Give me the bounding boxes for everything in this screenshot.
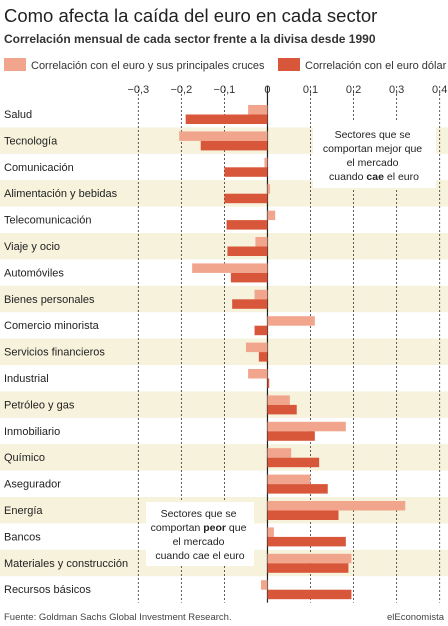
x-tick-label: 0,1 (303, 84, 318, 96)
x-tick-label: −0,2 (171, 84, 193, 96)
svg-text:Sectores que se comporta: Sectores que se comportan peor que el me… (151, 508, 250, 562)
bar-dolar (267, 563, 349, 573)
category-label: Petróleo y gas (4, 399, 75, 411)
annotation-worse: Sectores que se comportan peor que el me… (146, 502, 254, 566)
x-tick-label: 0,4 (432, 84, 447, 96)
bar-dolar (185, 114, 268, 124)
annotation-better-line1: Sectores que se (335, 129, 411, 141)
legend-swatch-cruces (4, 58, 26, 71)
bar-cruces (267, 501, 406, 511)
annotation-worse-line3: el mercado (173, 536, 225, 548)
category-label: Materiales y construcción (4, 558, 128, 570)
x-tick-label: 0 (264, 84, 270, 96)
row-band (0, 233, 448, 260)
bar-cruces (264, 157, 268, 168)
bar-dolar (232, 299, 268, 309)
x-tick-label: −0,1 (214, 84, 236, 96)
category-label: Bienes personales (4, 294, 95, 306)
category-label: Alimentación y bebidas (4, 188, 118, 200)
bar-cruces (267, 316, 315, 326)
bar-dolar (226, 220, 268, 230)
annotation-worse-line1: Sectores que se (161, 508, 237, 520)
bar-cruces (267, 421, 346, 432)
row-band (0, 391, 448, 418)
bar-dolar (200, 140, 268, 151)
category-label: Industrial (4, 373, 49, 385)
x-tick-label: 0,3 (389, 84, 404, 96)
annotation-worse-line4: cuando cae el euro (155, 550, 244, 562)
bar-cruces (248, 369, 268, 379)
bar-cruces (267, 395, 290, 405)
category-label: Servicios financieros (4, 347, 105, 359)
bar-cruces (245, 342, 268, 353)
category-label: Inmobiliario (4, 426, 60, 438)
annotation-better-line2: comportan mejor que (323, 143, 422, 155)
bar-cruces (254, 289, 268, 300)
bar-cruces (179, 131, 268, 141)
x-tick-label: 0,2 (346, 84, 361, 96)
x-axis-ticks: −0,3 −0,2 −0,1 0 0,1 0,2 0,3 0,4 (127, 84, 447, 96)
bar-cruces (267, 527, 274, 537)
svg-text:Sectores que se comporta: Sectores que se comportan mejor que el m… (323, 129, 425, 183)
annotation-better-bold: cae (366, 171, 384, 183)
category-label: Recursos básicos (4, 584, 91, 596)
bar-dolar (267, 510, 339, 520)
row-band (0, 338, 448, 365)
bar-dolar (227, 246, 268, 256)
legend: Correlación con el euro y sus principale… (4, 58, 447, 72)
chart-title: Como afecta la caída del euro en cada se… (4, 5, 377, 26)
legend-label-dolar: Correlación con el euro dólar (305, 60, 447, 72)
bar-dolar (258, 352, 268, 362)
annotation-better-line3: el mercado (347, 157, 399, 169)
bar-cruces (267, 474, 311, 485)
category-label: Viaje y ocio (4, 241, 60, 253)
bar-dolar (224, 193, 268, 204)
bar-cruces (267, 448, 292, 458)
annotation-better: Sectores que se comportan mejor que el m… (313, 121, 436, 188)
category-label: Energía (4, 505, 43, 517)
category-label: Comercio minorista (4, 320, 100, 332)
footer-brand: elEconomista (387, 612, 445, 623)
bar-cruces (255, 237, 268, 247)
category-label: Bancos (4, 531, 41, 543)
legend-label-cruces: Correlación con el euro y sus principale… (31, 60, 265, 72)
footer-source: Fuente: Goldman Sachs Global Investment … (4, 612, 232, 623)
x-tick-label: −0,3 (127, 84, 149, 96)
category-label: Salud (4, 109, 32, 121)
bar-cruces (267, 553, 352, 564)
category-label: Químico (4, 452, 45, 464)
bar-cruces (248, 105, 268, 115)
bar-cruces (267, 184, 271, 194)
bar-dolar (267, 589, 352, 600)
row-band (0, 444, 448, 471)
bar-dolar (267, 536, 346, 547)
row-band (0, 285, 448, 313)
bar-dolar (224, 167, 268, 177)
bar-cruces (267, 210, 276, 221)
bar-dolar (230, 272, 268, 283)
bar-dolar (254, 325, 268, 336)
category-label: Automóviles (4, 267, 64, 279)
category-label: Tecnología (4, 135, 58, 147)
legend-swatch-dolar (278, 58, 300, 71)
category-labels: Salud Tecnología Comunicación Alimentación … (4, 109, 128, 596)
bar-cruces (192, 263, 268, 273)
category-label: Comunicación (4, 162, 74, 174)
bar-dolar (267, 431, 315, 441)
bar-dolar (267, 484, 328, 494)
category-label: Asegurador (4, 479, 61, 491)
bar-dolar (267, 457, 320, 468)
bars (179, 105, 406, 600)
annotation-worse-bold: peor (203, 522, 226, 534)
bar-dolar (267, 378, 270, 388)
chart-subtitle: Correlación mensual de cada sector frent… (4, 32, 376, 46)
category-label: Telecomunicación (4, 215, 91, 227)
bar-dolar (267, 404, 297, 415)
bar-cruces (261, 580, 268, 590)
